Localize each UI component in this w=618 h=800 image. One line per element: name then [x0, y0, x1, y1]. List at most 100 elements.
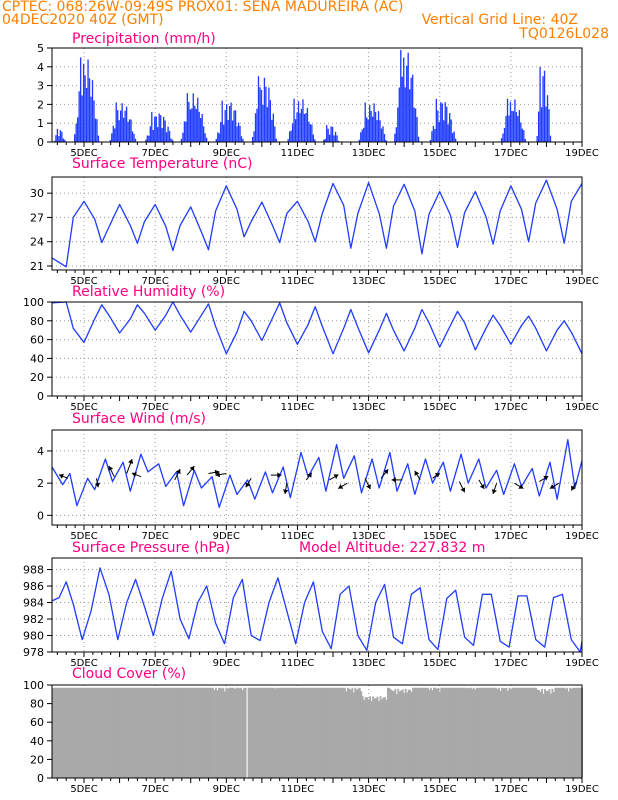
cloud-bar [124, 687, 127, 778]
precip-bar [167, 126, 169, 142]
cloud-bar [530, 687, 533, 778]
precip-bar [205, 137, 208, 142]
precip-bar [127, 121, 129, 142]
precip-bar [271, 119, 273, 142]
cloud-bar [207, 687, 210, 778]
cloud-bar [160, 687, 163, 778]
precip-bar [503, 127, 506, 142]
cloud-bar [394, 688, 397, 778]
cloud-bar [536, 689, 539, 778]
cloud-bar [305, 687, 308, 778]
cloud-bar [416, 687, 419, 778]
x-tick-label: 19DEC [565, 531, 599, 542]
cloud-bar [290, 687, 293, 778]
y-tick-label: 0 [37, 772, 44, 785]
cloud-bar [303, 687, 306, 778]
cloud-bar [388, 687, 391, 778]
cloud-bar [81, 687, 84, 778]
x-tick-label: 13DEC [352, 658, 386, 669]
precip-bar [297, 101, 300, 142]
precip-bar [403, 57, 405, 142]
precip-bar [185, 121, 187, 142]
cloud-bar [306, 687, 309, 778]
cloud-bar [191, 687, 194, 778]
precip-bar [542, 76, 544, 142]
precip-bar [62, 138, 65, 142]
cloud-bar [557, 687, 560, 778]
precip-bar [125, 106, 128, 142]
x-tick-label: 13DEC [352, 148, 386, 159]
cloud-bar [262, 687, 265, 778]
cloud-bar [452, 687, 455, 778]
precip-bar [134, 138, 137, 142]
cloud-bar [455, 687, 458, 778]
precip-bar [223, 124, 225, 142]
precip-bar [326, 125, 328, 142]
cloud-bar [468, 687, 471, 778]
cloud-bar [136, 687, 139, 778]
cloud-bar [158, 687, 161, 778]
y-tick-label: 40 [30, 735, 44, 748]
cloud-bar [551, 688, 554, 778]
precip-bar [523, 130, 525, 142]
precip-bar [61, 131, 63, 142]
x-tick-label: 17DEC [494, 531, 528, 542]
cloud-bar [192, 687, 195, 778]
precip-bar [509, 101, 512, 142]
cloud-bar [493, 687, 496, 778]
cloud-bar [520, 687, 523, 778]
precip-bar [337, 140, 340, 142]
series-line [51, 439, 583, 508]
cloud-bar [367, 699, 370, 778]
precip-bar [450, 119, 452, 142]
x-tick-label: 9DEC [213, 658, 240, 669]
cloud-bar [271, 687, 274, 778]
cloud-bar [278, 687, 281, 778]
precip-bar [376, 119, 378, 142]
cloud-bar [532, 687, 535, 778]
cloud-bar [63, 687, 66, 778]
wind-arrowhead [59, 473, 64, 479]
wind-arrowhead [175, 469, 181, 475]
cloud-bar [56, 687, 59, 778]
cloud-bar [54, 687, 57, 778]
precip-bar [410, 77, 412, 142]
y-tick-label: 80 [30, 315, 44, 328]
cloud-bar [52, 687, 54, 778]
cloud-bar [437, 687, 440, 778]
precip-bar [368, 104, 371, 142]
x-tick-label: 11DEC [281, 148, 315, 159]
cloud-bar [330, 687, 333, 778]
x-tick-label: 7DEC [141, 531, 168, 542]
panel-title: Surface Temperature (nC) [72, 156, 253, 172]
cloud-bar [90, 687, 93, 778]
precip-bar [432, 125, 435, 142]
precip-bar [505, 115, 507, 142]
wind-arrowhead [479, 483, 485, 489]
x-tick-label: 7DEC [141, 784, 168, 795]
precip-bar [449, 113, 451, 142]
precip-bar [145, 139, 147, 142]
precip-bar [85, 87, 88, 142]
precip-bar [81, 95, 83, 142]
precip-bar [380, 128, 383, 142]
x-tick-label: 13DEC [352, 531, 386, 542]
precip-bar [437, 110, 439, 142]
precip-bar [111, 133, 113, 142]
x-tick-label: 5DEC [70, 148, 97, 159]
cloud-bar [475, 687, 478, 778]
wind-arrowhead [333, 474, 339, 479]
cloud-bar [422, 687, 425, 778]
cloud-bar [277, 687, 280, 778]
cloud-bar [480, 687, 483, 778]
cloud-bar [443, 687, 446, 778]
wind-arrowhead [571, 485, 576, 491]
panel-1: 0 1 2 3 4 5 5DEC 7DEC 9DEC 11DEC 13DEC 15DEC 17DEC 19… [37, 31, 599, 159]
cloud-bar [71, 687, 74, 778]
cloud-bar [238, 688, 241, 778]
cloud-bar [175, 687, 177, 778]
precip-bar [549, 135, 552, 142]
precip-bar [119, 110, 122, 142]
cloud-bar [477, 687, 480, 778]
